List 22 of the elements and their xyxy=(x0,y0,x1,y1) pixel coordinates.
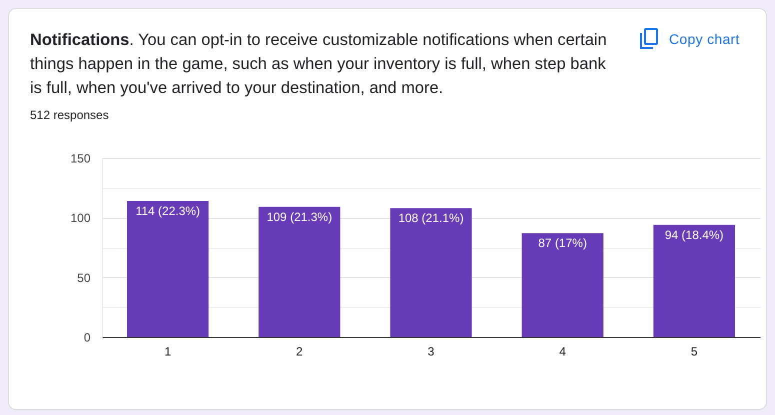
y-tick-label: 150 xyxy=(70,152,91,166)
bar xyxy=(127,200,209,337)
chart-subtitle: 512 responses xyxy=(30,108,109,122)
x-tick-label: 3 xyxy=(428,344,435,358)
chart-title: Notifications. You can opt-in to receive customizable notifications when certain things happen in the game, such as when your inventory is full, when step bank is full, when you've arrived to your destination, and more. xyxy=(30,30,608,99)
data-label: 94 (18.4%) xyxy=(664,228,724,242)
x-tick-label: 5 xyxy=(690,344,698,358)
bar xyxy=(258,206,340,337)
y-tick-label: 0 xyxy=(84,330,91,344)
data-label: 109 (21.3%) xyxy=(266,210,332,224)
data-label: 114 (22.3%) xyxy=(136,204,200,218)
text: Copy chart xyxy=(669,30,740,46)
data-label: 108 (21.1%) xyxy=(398,211,464,226)
y-tick-label: 50 xyxy=(77,270,91,285)
y-tick-label: 100 xyxy=(70,211,91,226)
x-tick-label: 1 xyxy=(164,344,172,358)
x-tick-label: 4 xyxy=(559,344,566,358)
bar xyxy=(390,208,472,337)
bar xyxy=(653,224,735,337)
x-tick-label: 2 xyxy=(296,344,304,358)
data-label: 87 (17%) xyxy=(538,236,587,250)
bar xyxy=(522,233,604,337)
